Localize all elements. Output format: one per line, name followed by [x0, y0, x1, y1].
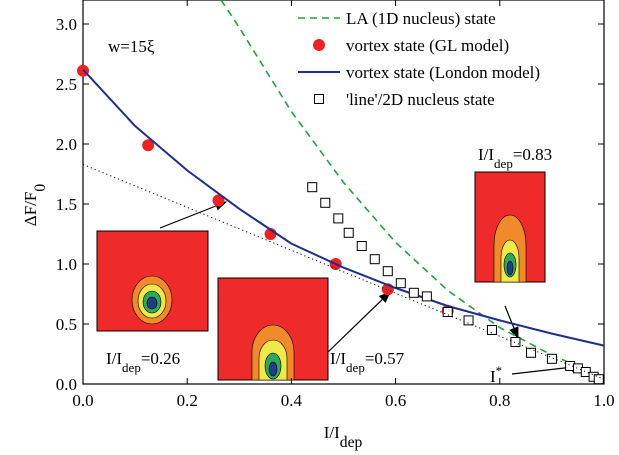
arrows: [159, 201, 584, 375]
point: [463, 315, 474, 326]
y-tick-label: 1.0: [56, 255, 77, 274]
point: [510, 337, 521, 347]
x-tick-label: 0.6: [385, 391, 406, 410]
y-tick-label: 0.0: [56, 375, 77, 394]
point: [320, 197, 331, 208]
y-axis-label-main: ΔF/F: [21, 192, 40, 227]
point: [382, 266, 393, 277]
point: [408, 287, 419, 298]
y-axis-label-sub: 0: [32, 184, 49, 192]
legend-label: vortex state (GL model): [346, 36, 509, 55]
point: [356, 241, 367, 251]
series-line: [82, 68, 605, 347]
point: [369, 254, 380, 265]
x-axis-label-sub: dep: [340, 434, 363, 451]
y-tick-label: 2.5: [56, 75, 77, 94]
annotation: I/Idep=0.26: [106, 349, 180, 375]
plot-frame: [82, 0, 605, 385]
series-line: [220, 0, 605, 378]
annotation: I*: [490, 363, 502, 387]
annotation: I/Idep=0.83: [478, 145, 552, 171]
point: [395, 278, 406, 289]
point: [142, 139, 155, 152]
legend-label: LA (1D nucleus) state: [346, 9, 496, 28]
legend-swatch: [314, 94, 324, 104]
series-line: [82, 163, 605, 380]
point: [333, 213, 344, 224]
annotation-main: I/I: [330, 349, 346, 368]
annotation-after: =0.83: [513, 145, 552, 164]
y-axis-label: ΔF/F0: [21, 184, 49, 227]
legend-label: 'line'/2D nucleus state: [346, 90, 495, 109]
annotation-sub: dep: [494, 156, 513, 171]
annotation: I/Idep=0.57: [330, 349, 405, 375]
annotation-sub: dep: [346, 360, 365, 375]
x-tick-label: 0.0: [72, 391, 93, 410]
y-tick-label: 3.0: [56, 15, 77, 34]
annotation-after: =0.26: [141, 349, 180, 368]
annotation: w=15ξ: [108, 37, 155, 56]
annotation-main: I/I: [106, 349, 122, 368]
y-tick-label: 0.5: [56, 315, 77, 334]
x-tick-label: 0.8: [489, 391, 510, 410]
annotation-sub: dep: [122, 360, 141, 375]
point: [212, 194, 225, 207]
inset-083: [474, 171, 546, 283]
annotation-sup: *: [496, 363, 503, 378]
point: [486, 325, 497, 335]
y-tick-label: 1.5: [56, 195, 77, 214]
inset-057: [217, 277, 329, 381]
x-tick-label: 0.4: [281, 391, 303, 410]
point: [442, 307, 453, 317]
x-axis-label-main: I/I: [324, 423, 340, 442]
point: [546, 353, 557, 364]
legend-label: vortex state (London model): [346, 63, 540, 82]
point: [526, 347, 537, 358]
y-tick-label: 2.0: [56, 135, 77, 154]
annotation-after: =0.57: [365, 349, 405, 368]
point: [421, 291, 432, 302]
x-tick-label: 1.0: [593, 391, 614, 410]
x-axis-label: I/Idep: [324, 423, 363, 451]
legend-swatch: [313, 39, 325, 51]
inset-026: [96, 230, 209, 332]
annotation-main: I: [490, 367, 496, 386]
x-tick-label: 0.2: [177, 391, 198, 410]
annotation-main: I/I: [478, 145, 494, 164]
point: [343, 227, 354, 238]
annotation-main: w=15ξ: [108, 37, 155, 56]
point: [307, 182, 318, 193]
